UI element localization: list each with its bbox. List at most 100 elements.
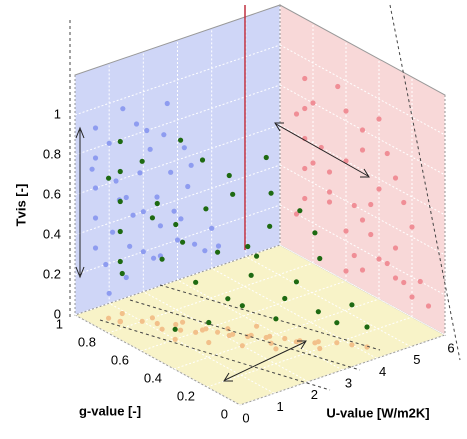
- arrow: [224, 341, 306, 381]
- projection-xz: [123, 194, 129, 201]
- projection-xy: [293, 339, 300, 345]
- projection-xy: [273, 346, 279, 352]
- y-tick-label: 0.8: [78, 334, 96, 349]
- point: [154, 200, 160, 207]
- point: [159, 256, 165, 262]
- projection-xz: [150, 255, 157, 261]
- projection-xz: [161, 132, 167, 138]
- projection-yz: [368, 231, 374, 238]
- projection-yz: [417, 278, 423, 285]
- grid-line: [279, 244, 446, 336]
- projection-yz: [326, 169, 333, 175]
- projection-yz: [293, 111, 300, 117]
- projection-xz: [92, 185, 99, 191]
- annotations: [69, 4, 461, 391]
- projection-xz: [174, 237, 181, 243]
- point: [173, 221, 179, 228]
- point: [117, 198, 123, 205]
- grid-line: [279, 124, 446, 216]
- point: [268, 190, 274, 196]
- grid-line: [211, 267, 377, 359]
- projection-yz: [376, 186, 382, 192]
- projection-xz: [188, 162, 194, 168]
- projection-yz: [326, 189, 333, 195]
- point: [119, 270, 125, 277]
- z-tick-label: 0: [54, 306, 61, 321]
- point: [267, 223, 273, 229]
- grid-line: [108, 302, 275, 394]
- projection-xz: [191, 241, 198, 247]
- projection-xz: [127, 243, 133, 249]
- projection-xy: [203, 326, 209, 332]
- projection-xz: [140, 209, 146, 215]
- labels: Tvis [-] g-value [-] U-value [W/m2K] 012…: [13, 106, 454, 425]
- point: [349, 302, 355, 308]
- projection-yz: [335, 83, 341, 90]
- point: [253, 253, 260, 259]
- projection-yz: [401, 199, 407, 206]
- projection-xz: [147, 146, 153, 152]
- arrow-head: [223, 340, 307, 382]
- point: [226, 172, 232, 179]
- projection-xz: [140, 249, 146, 255]
- projection-xz: [202, 248, 208, 254]
- projection-xz: [89, 166, 95, 172]
- projection-xz: [215, 243, 222, 249]
- projection-xy: [154, 320, 160, 327]
- projection-xy: [177, 327, 184, 333]
- projection-xy: [317, 345, 323, 352]
- projection-yz: [368, 201, 374, 208]
- projection-xz: [133, 121, 140, 127]
- projection-xz: [144, 127, 150, 134]
- projection-yz: [302, 105, 308, 112]
- point: [297, 208, 303, 214]
- point: [317, 255, 323, 262]
- projection-xz: [113, 178, 119, 184]
- projection-xz: [181, 145, 187, 151]
- x-tick-label: 2: [311, 387, 318, 402]
- projection-yz: [425, 303, 432, 309]
- projection-xy: [214, 329, 221, 335]
- projection-xy: [334, 340, 340, 346]
- x-tick-label: 6: [447, 340, 454, 355]
- projection-yz: [392, 275, 399, 281]
- point: [203, 206, 209, 212]
- projection-yz: [343, 108, 349, 114]
- point: [117, 138, 123, 145]
- y-tick-label: 0.6: [111, 352, 129, 367]
- projection-xy: [312, 340, 318, 346]
- projection-yz: [359, 267, 366, 273]
- projection-yz: [351, 252, 357, 259]
- projection-xy: [105, 315, 112, 321]
- projection-xy: [282, 335, 288, 342]
- point: [206, 319, 212, 326]
- projection-xz: [106, 140, 112, 146]
- guide-line: [159, 284, 381, 351]
- point: [239, 303, 245, 309]
- projection-xy: [179, 319, 186, 325]
- x-tick-label: 3: [345, 375, 352, 390]
- y-tick-label: 1: [56, 316, 63, 331]
- projection-yz: [310, 160, 316, 166]
- arrow: [275, 123, 369, 177]
- projection-xz: [109, 229, 116, 235]
- grid-line: [279, 204, 446, 296]
- guide-line: [99, 319, 331, 391]
- point: [245, 243, 251, 250]
- point: [149, 215, 156, 221]
- z-tick-label: 0.4: [43, 226, 61, 241]
- projection-yz: [343, 268, 349, 274]
- projection-xy: [268, 340, 274, 346]
- grid-line: [74, 164, 281, 236]
- grid-line: [239, 334, 446, 406]
- grid-line: [177, 279, 343, 371]
- projection-xy: [172, 336, 178, 342]
- point: [282, 295, 288, 302]
- projection-xz: [130, 212, 136, 218]
- projection-xy: [159, 326, 165, 332]
- projection-xy: [173, 321, 179, 328]
- projection-xz: [103, 261, 109, 268]
- projection-xy: [364, 344, 370, 350]
- projection-yz: [359, 127, 366, 133]
